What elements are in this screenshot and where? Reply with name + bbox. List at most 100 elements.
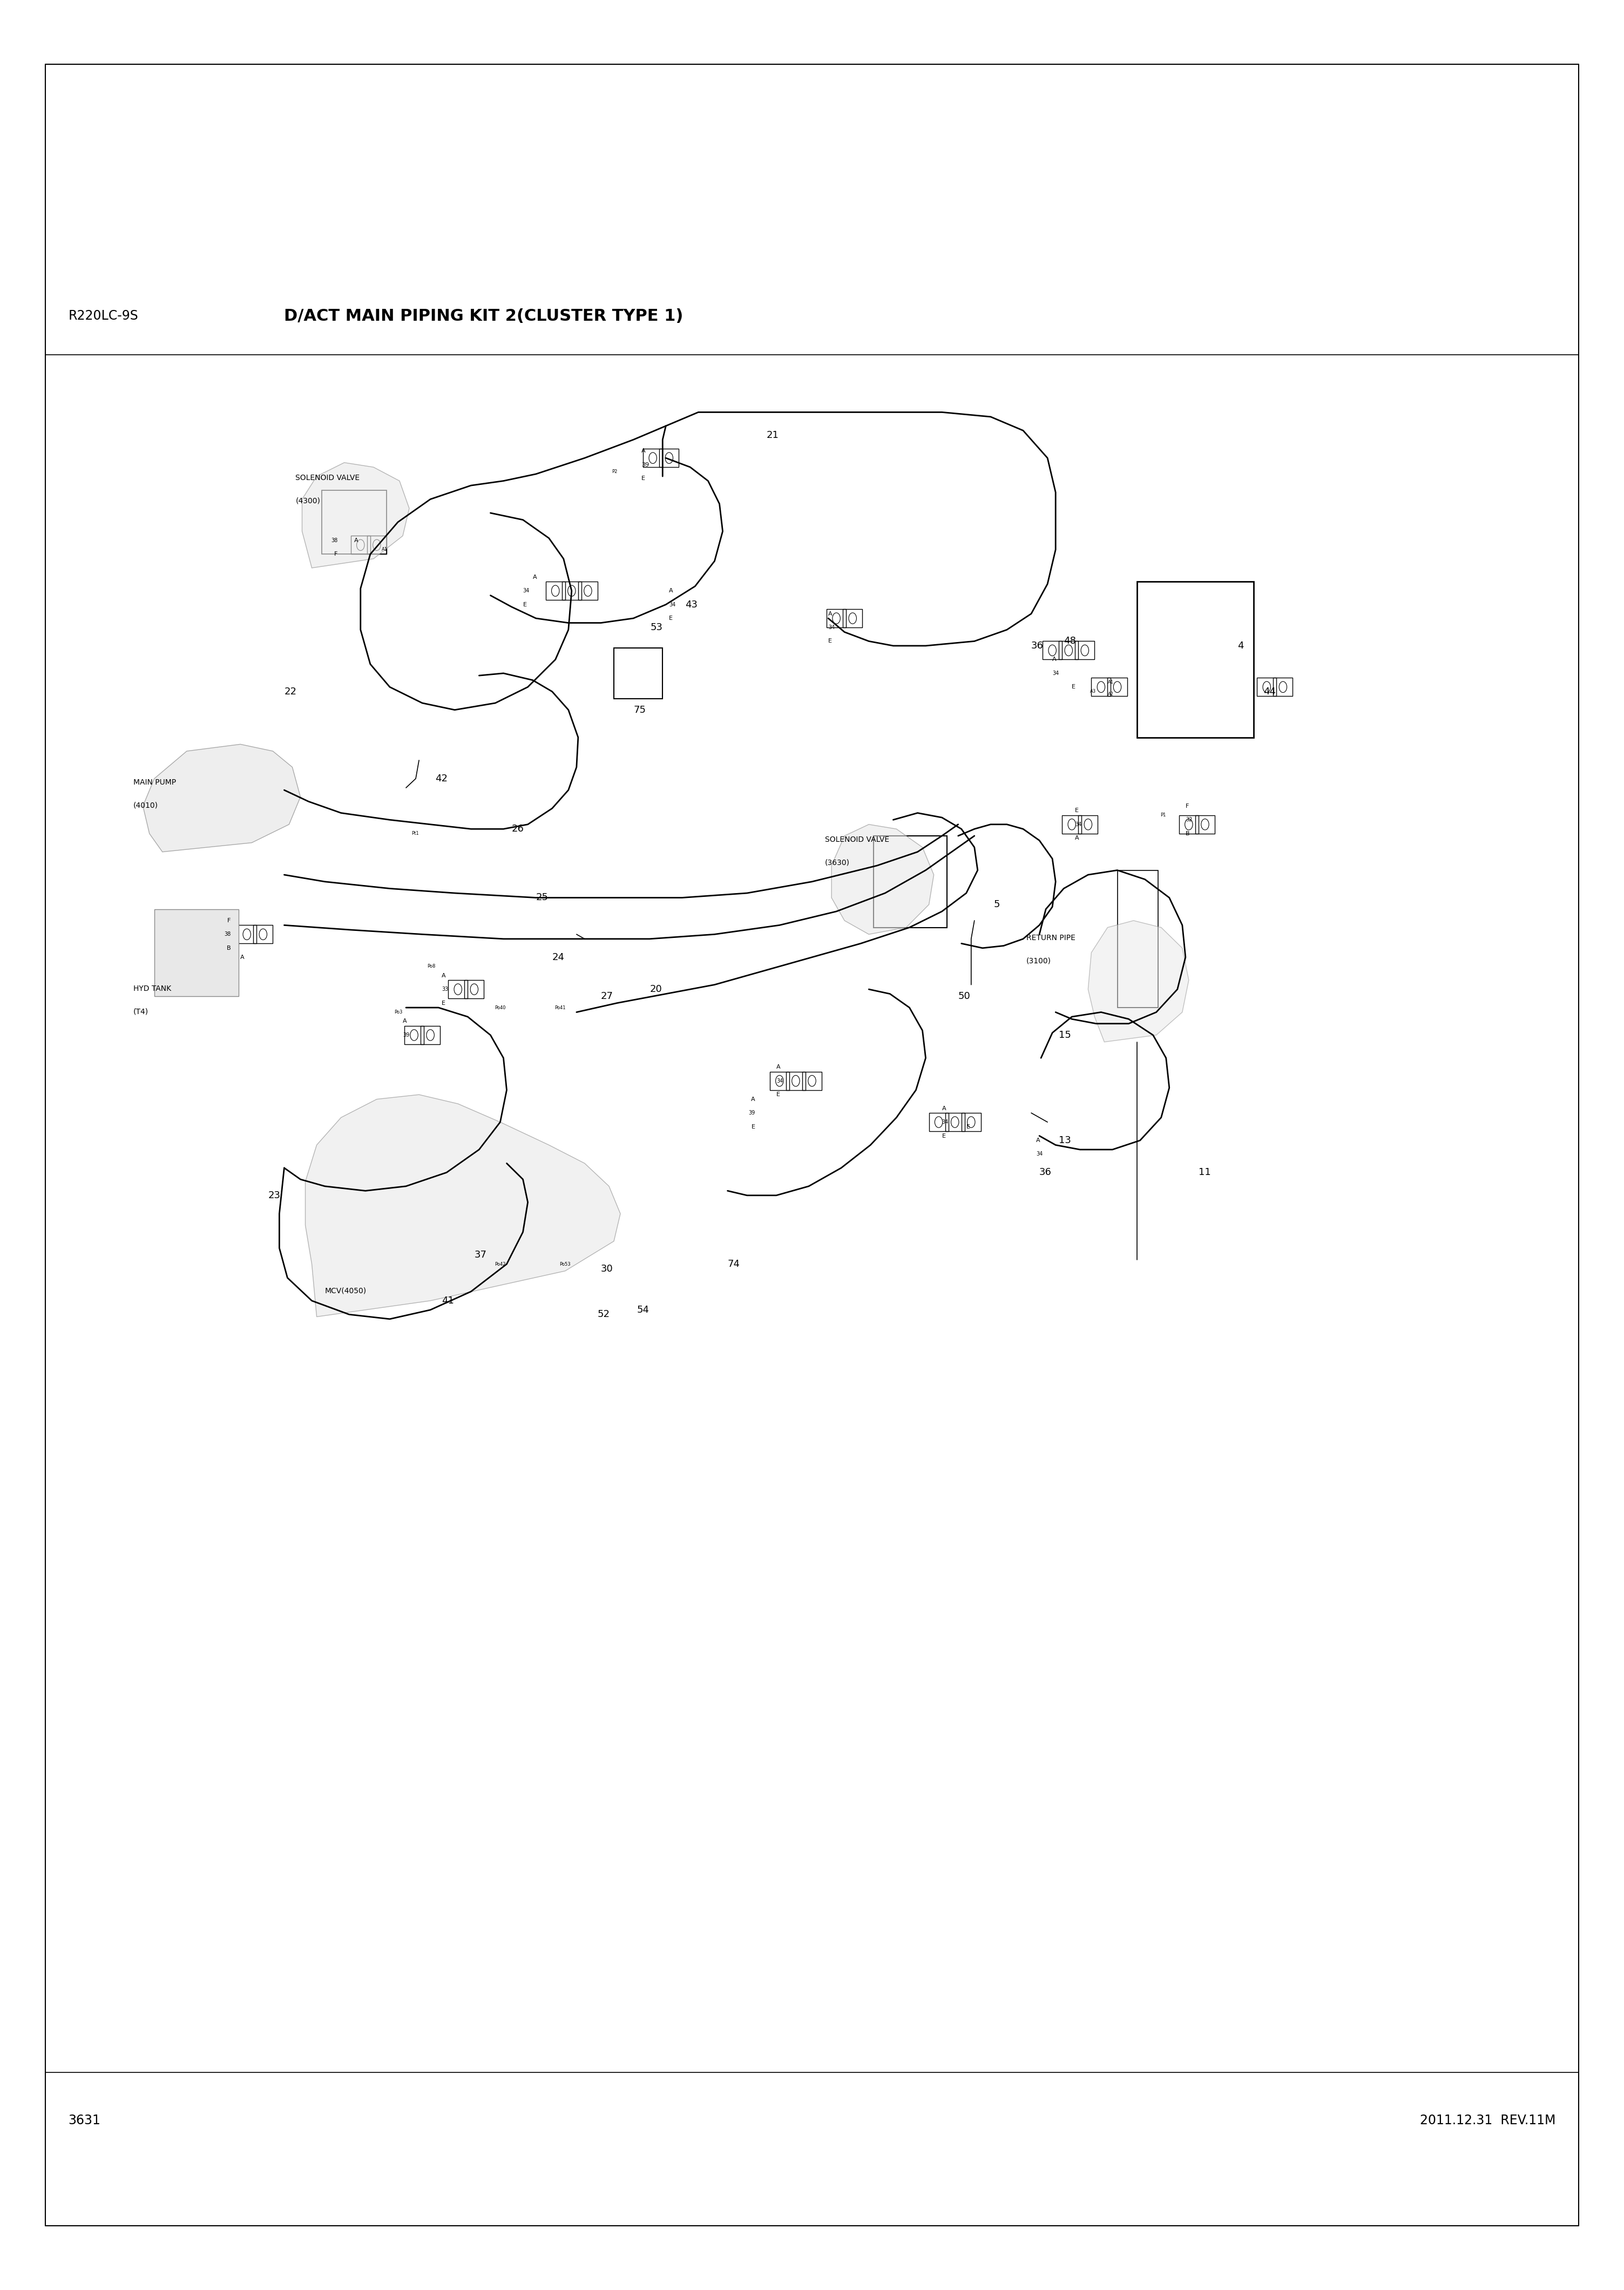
Bar bbox=[448, 980, 468, 998]
Text: R220LC-9S: R220LC-9S bbox=[68, 309, 138, 323]
Circle shape bbox=[1114, 682, 1121, 692]
Text: 21: 21 bbox=[767, 431, 780, 440]
Text: 53: 53 bbox=[650, 623, 663, 632]
Circle shape bbox=[1263, 682, 1270, 692]
Bar bbox=[421, 1026, 440, 1044]
Text: 43: 43 bbox=[685, 600, 698, 609]
Bar bbox=[237, 925, 257, 943]
Text: (4010): (4010) bbox=[133, 802, 158, 808]
Bar bbox=[546, 582, 565, 600]
Text: E: E bbox=[641, 476, 645, 481]
Text: HYD TANK: HYD TANK bbox=[133, 985, 171, 992]
Text: F: F bbox=[227, 918, 231, 923]
Text: A: A bbox=[750, 1097, 755, 1101]
Text: F: F bbox=[335, 552, 338, 556]
Bar bbox=[351, 536, 370, 554]
Text: 42: 42 bbox=[435, 774, 448, 783]
Bar bbox=[1257, 678, 1276, 696]
Text: 33: 33 bbox=[442, 987, 448, 992]
Bar bbox=[562, 582, 581, 600]
Bar bbox=[945, 1113, 965, 1131]
Text: 44: 44 bbox=[1263, 687, 1276, 696]
Text: A2: A2 bbox=[1108, 692, 1114, 696]
Circle shape bbox=[455, 985, 461, 994]
Text: 34: 34 bbox=[776, 1079, 783, 1083]
Text: E: E bbox=[1075, 808, 1078, 813]
Text: 38: 38 bbox=[331, 538, 338, 543]
Text: 23: 23 bbox=[268, 1191, 281, 1200]
Text: 52: 52 bbox=[598, 1310, 611, 1319]
Text: E: E bbox=[669, 616, 672, 621]
Circle shape bbox=[260, 930, 266, 939]
Bar bbox=[827, 609, 846, 627]
Text: 39: 39 bbox=[403, 1033, 409, 1037]
Text: E: E bbox=[1072, 685, 1075, 689]
Circle shape bbox=[968, 1118, 974, 1127]
Text: A1: A1 bbox=[1108, 680, 1114, 685]
Circle shape bbox=[650, 453, 656, 463]
Text: 34: 34 bbox=[828, 625, 835, 630]
Text: 32: 32 bbox=[1186, 818, 1192, 822]
Bar bbox=[802, 1072, 822, 1090]
Circle shape bbox=[833, 614, 840, 623]
Text: (T4): (T4) bbox=[133, 1008, 148, 1014]
Text: 48: 48 bbox=[1064, 637, 1077, 646]
Circle shape bbox=[374, 540, 380, 550]
Text: Po42: Po42 bbox=[495, 1262, 505, 1266]
Text: P2: P2 bbox=[612, 469, 617, 474]
Polygon shape bbox=[305, 1095, 620, 1317]
Text: 34: 34 bbox=[1075, 822, 1082, 827]
Bar bbox=[1108, 678, 1127, 696]
Bar bbox=[929, 1113, 948, 1131]
Polygon shape bbox=[143, 744, 300, 852]
Bar bbox=[1062, 815, 1082, 834]
Text: (3100): (3100) bbox=[1026, 957, 1051, 964]
Text: 36: 36 bbox=[1031, 641, 1044, 650]
Bar bbox=[154, 909, 239, 996]
Text: F: F bbox=[1186, 804, 1189, 808]
Circle shape bbox=[1280, 682, 1286, 692]
Circle shape bbox=[1065, 646, 1072, 655]
Text: A: A bbox=[1036, 1138, 1041, 1143]
Text: E: E bbox=[776, 1092, 780, 1097]
Circle shape bbox=[935, 1118, 942, 1127]
Text: 27: 27 bbox=[601, 992, 614, 1001]
Bar bbox=[1179, 815, 1199, 834]
Bar bbox=[961, 1113, 981, 1131]
Text: 75: 75 bbox=[633, 705, 646, 714]
Bar bbox=[322, 490, 387, 554]
Text: A: A bbox=[942, 1106, 947, 1111]
Text: A3: A3 bbox=[1090, 689, 1096, 694]
Polygon shape bbox=[831, 824, 934, 934]
Text: 38: 38 bbox=[224, 932, 231, 937]
Text: RETURN PIPE: RETURN PIPE bbox=[1026, 934, 1075, 941]
Circle shape bbox=[244, 930, 250, 939]
Bar bbox=[1078, 815, 1098, 834]
Text: 20: 20 bbox=[650, 985, 663, 994]
Text: A: A bbox=[1075, 836, 1080, 840]
Bar bbox=[1273, 678, 1293, 696]
Text: 39: 39 bbox=[641, 463, 650, 467]
Text: 41: 41 bbox=[442, 1296, 455, 1305]
Circle shape bbox=[666, 453, 672, 463]
Text: A: A bbox=[1052, 657, 1057, 662]
Text: E: E bbox=[523, 602, 526, 607]
Text: B: B bbox=[226, 946, 231, 950]
Text: A: A bbox=[403, 1019, 408, 1024]
Circle shape bbox=[585, 586, 591, 595]
Text: 50: 50 bbox=[958, 992, 971, 1001]
Text: A: A bbox=[828, 611, 833, 616]
Text: Pt1: Pt1 bbox=[411, 831, 419, 836]
Circle shape bbox=[1186, 820, 1192, 829]
Bar bbox=[253, 925, 273, 943]
Circle shape bbox=[471, 985, 477, 994]
Text: E: E bbox=[942, 1134, 945, 1138]
Text: 37: 37 bbox=[474, 1250, 487, 1260]
Text: A: A bbox=[354, 538, 359, 543]
Text: MAIN PUMP: MAIN PUMP bbox=[133, 779, 175, 785]
Bar bbox=[1075, 641, 1095, 660]
Text: A1: A1 bbox=[382, 547, 388, 552]
Text: 4: 4 bbox=[1237, 641, 1244, 650]
Text: SOLENOID VALVE: SOLENOID VALVE bbox=[825, 836, 890, 843]
Circle shape bbox=[357, 540, 364, 550]
